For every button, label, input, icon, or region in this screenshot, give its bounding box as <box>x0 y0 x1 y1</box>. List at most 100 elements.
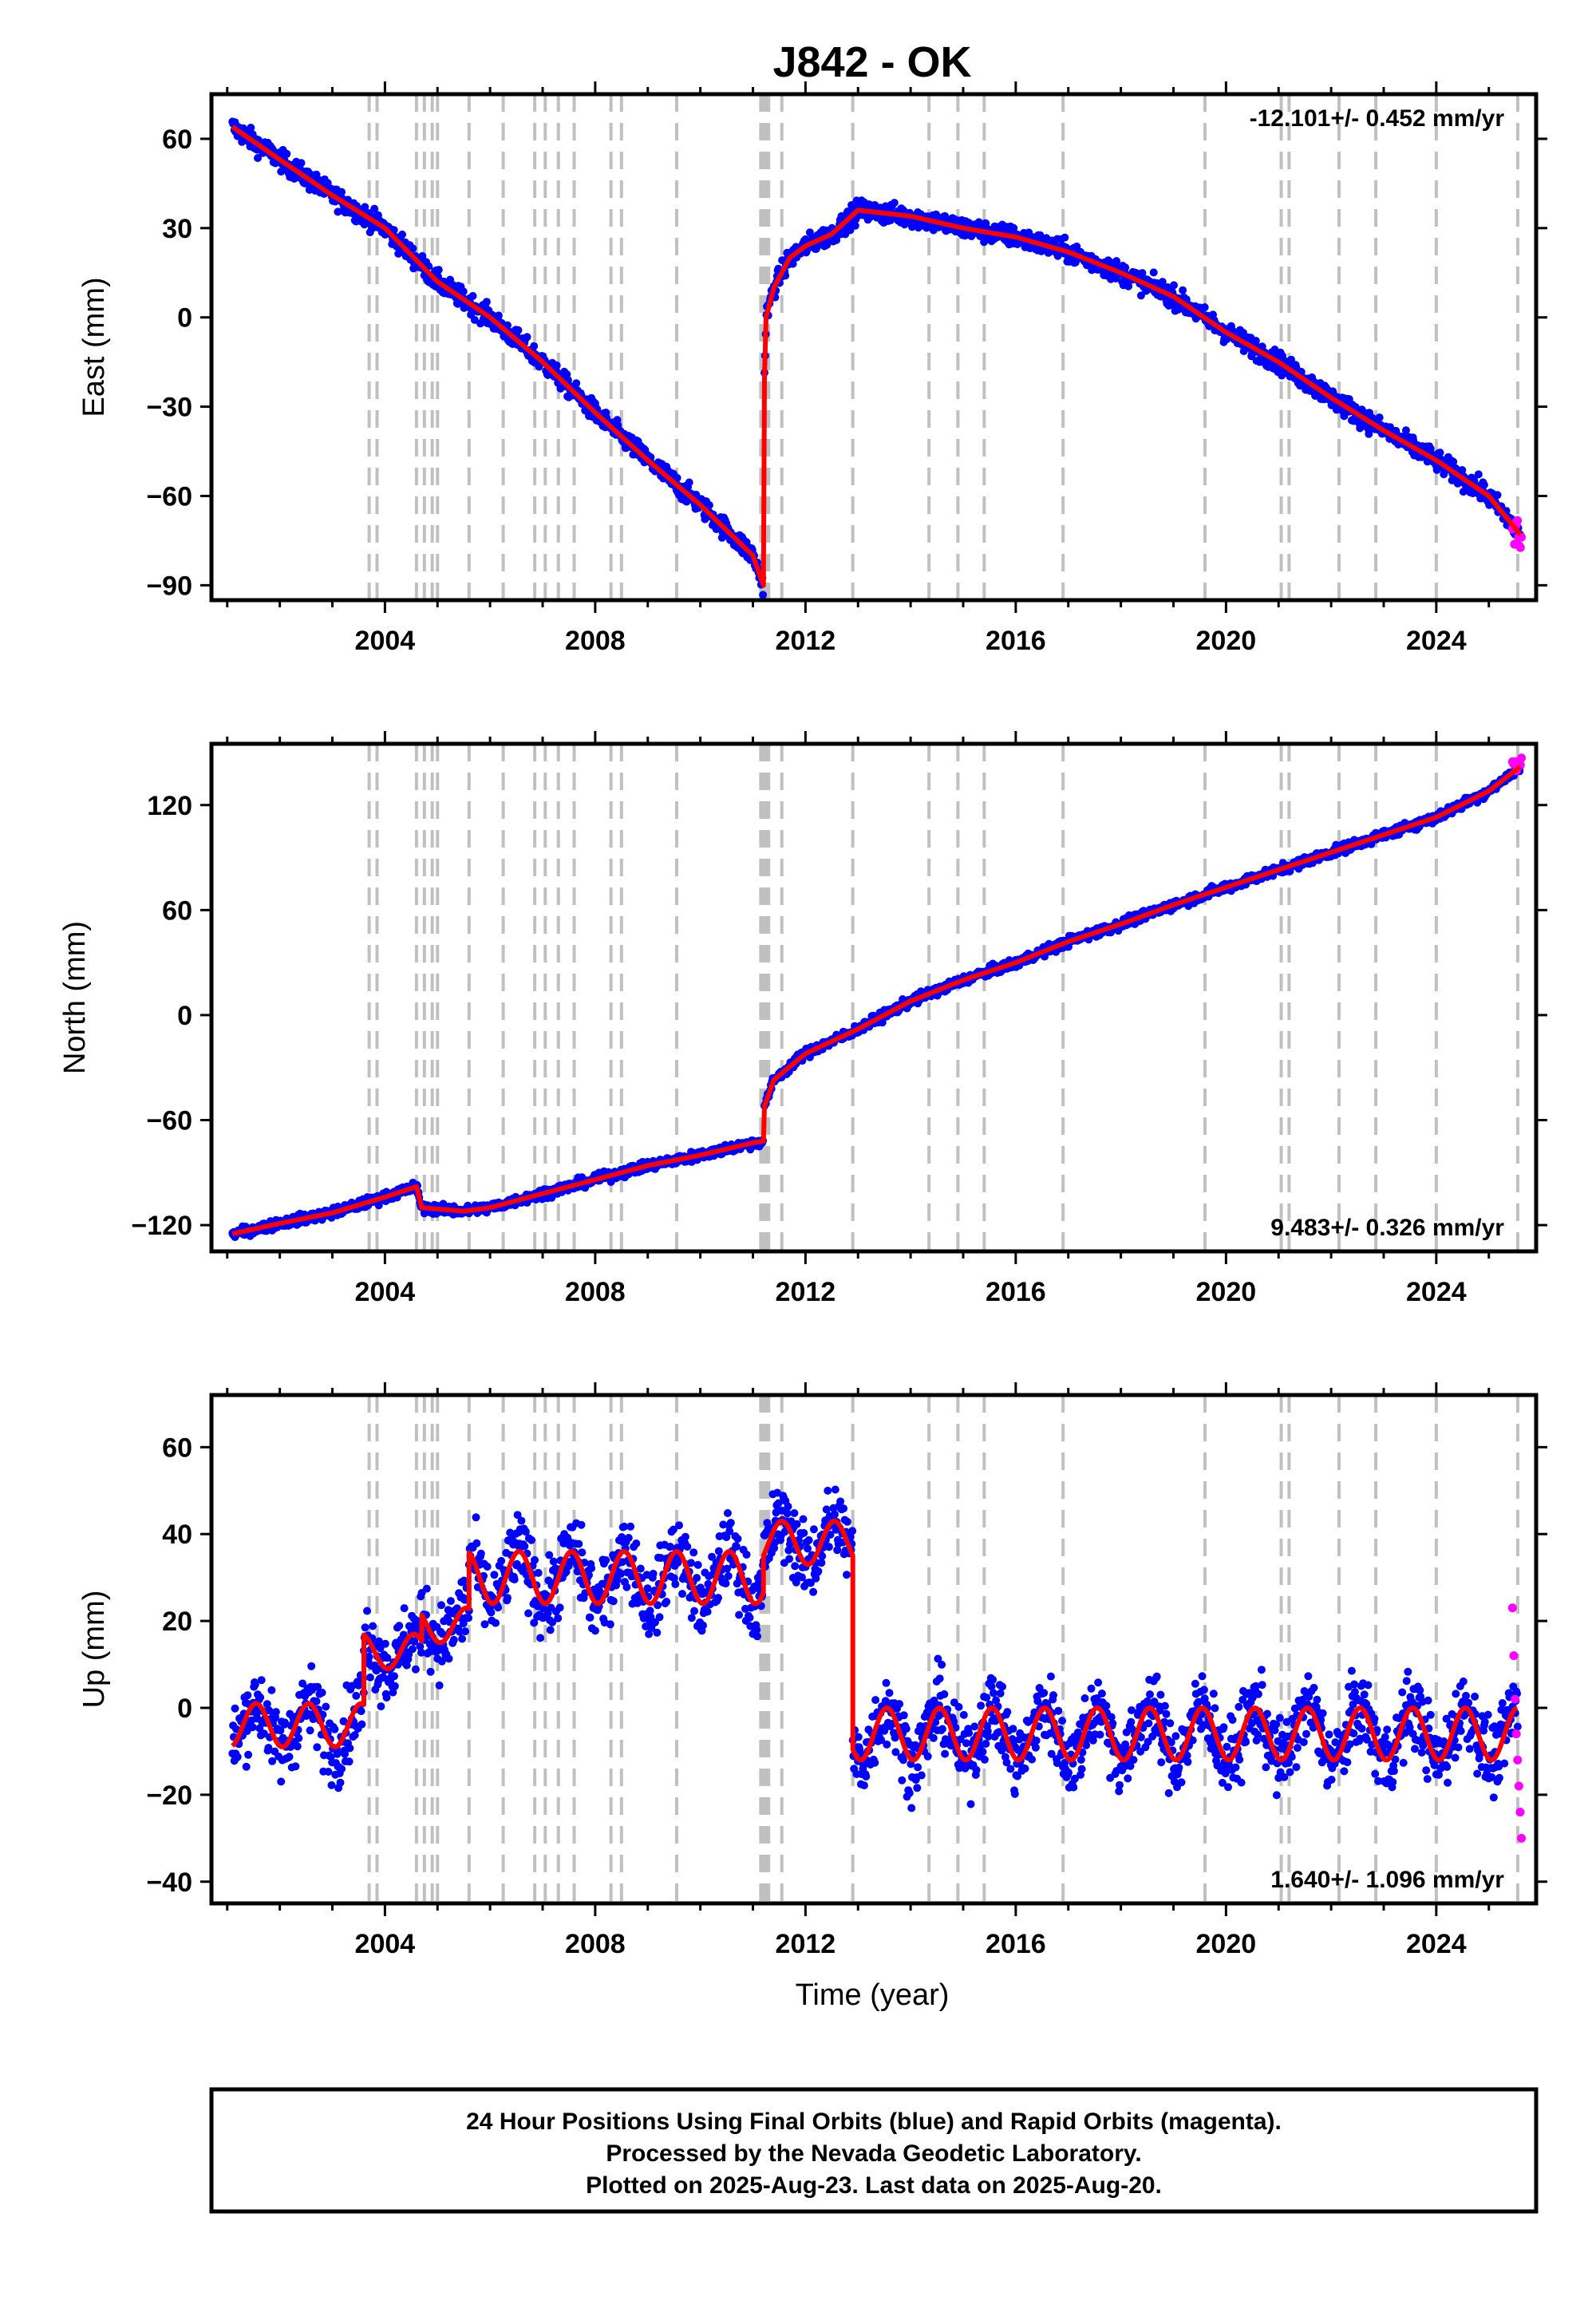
data-point <box>390 1672 398 1681</box>
data-point <box>461 1627 469 1636</box>
data-point <box>370 204 379 213</box>
x-tick-label: 2016 <box>986 1277 1046 1307</box>
data-point <box>244 1750 253 1759</box>
y-tick-label: −60 <box>146 1106 192 1136</box>
data-point <box>575 1539 583 1548</box>
data-point <box>285 1753 294 1761</box>
data-point <box>705 501 713 509</box>
data-point <box>422 1584 431 1593</box>
plot-frame <box>209 92 1539 603</box>
data-point <box>346 1744 354 1753</box>
data-point <box>1112 257 1121 266</box>
x-tick-label: 2004 <box>355 1277 416 1307</box>
data-point <box>851 221 859 230</box>
data-point <box>1449 457 1458 466</box>
data-point <box>352 1691 361 1700</box>
final-orbit-points <box>228 1485 1522 1812</box>
data-point <box>327 1780 336 1789</box>
data-point <box>464 1614 472 1622</box>
data-point <box>333 1749 342 1758</box>
data-point <box>552 361 561 370</box>
rate-label: -12.101+/- 0.452 mm/yr <box>1250 105 1505 132</box>
data-point <box>318 1688 326 1697</box>
data-point <box>1136 291 1145 300</box>
data-point <box>572 379 581 388</box>
data-point <box>268 1757 277 1765</box>
data-point <box>1158 278 1167 287</box>
data-point <box>482 298 491 306</box>
data-point <box>418 251 427 260</box>
data-point <box>267 1686 276 1694</box>
data-point <box>257 1676 266 1685</box>
data-point <box>602 1556 610 1564</box>
data-point <box>531 1555 539 1564</box>
data-point <box>247 124 255 132</box>
data-point <box>251 1680 259 1689</box>
x-tick-label: 2004 <box>355 626 416 656</box>
data-point <box>377 1702 385 1711</box>
data-point <box>534 1568 543 1577</box>
y-tick-label: 60 <box>162 124 192 155</box>
data-point <box>306 1726 314 1735</box>
data-point <box>233 1753 242 1761</box>
data-point <box>434 266 443 275</box>
data-point <box>609 1597 618 1606</box>
data-point <box>338 188 346 196</box>
data-point <box>276 1726 285 1735</box>
data-point <box>587 1564 596 1572</box>
model-fit-line <box>231 765 1523 1237</box>
data-point <box>472 1539 481 1547</box>
data-point <box>408 1645 417 1654</box>
x-tick-label: 2012 <box>776 1277 836 1307</box>
data-point <box>788 259 797 268</box>
data-point <box>1287 355 1295 364</box>
data-point <box>361 1623 369 1632</box>
y-tick-label: 0 <box>177 1001 192 1031</box>
data-point <box>606 1620 614 1629</box>
data-point <box>622 1583 631 1591</box>
data-point <box>330 1725 339 1733</box>
data-point <box>1200 303 1209 311</box>
model-fit-line <box>231 124 1523 588</box>
data-point <box>1061 233 1069 242</box>
data-point <box>338 1765 346 1773</box>
data-point <box>520 1542 529 1551</box>
x-tick-label: 2020 <box>1196 626 1257 656</box>
data-point <box>248 1723 257 1732</box>
data-point <box>313 1743 322 1752</box>
rapid-point <box>1513 516 1523 525</box>
data-point <box>264 1744 273 1752</box>
data-point <box>517 1516 526 1525</box>
data-point <box>271 1708 280 1717</box>
data-point <box>527 1535 535 1544</box>
data-point <box>458 1634 467 1643</box>
data-point <box>536 1634 545 1642</box>
data-point <box>1251 337 1260 345</box>
data-point <box>256 1693 265 1701</box>
data-point <box>1124 282 1133 290</box>
data-point <box>1458 466 1467 474</box>
data-point <box>685 478 693 487</box>
data-point <box>243 1691 252 1700</box>
data-point <box>549 1557 558 1566</box>
data-point <box>297 159 306 168</box>
data-point <box>523 333 531 342</box>
data-point <box>504 321 512 330</box>
data-point <box>282 149 291 158</box>
data-point <box>444 1654 453 1663</box>
data-point <box>591 1626 599 1635</box>
rapid-point <box>1515 543 1525 552</box>
data-point <box>277 1777 286 1786</box>
data-point <box>307 1662 316 1670</box>
y-tick-label: −60 <box>146 481 192 512</box>
data-point <box>673 473 681 482</box>
data-point <box>231 1704 239 1713</box>
rapid-point <box>1517 753 1527 763</box>
data-point <box>490 1571 499 1579</box>
data-point <box>577 1520 586 1529</box>
data-point <box>578 1548 587 1557</box>
